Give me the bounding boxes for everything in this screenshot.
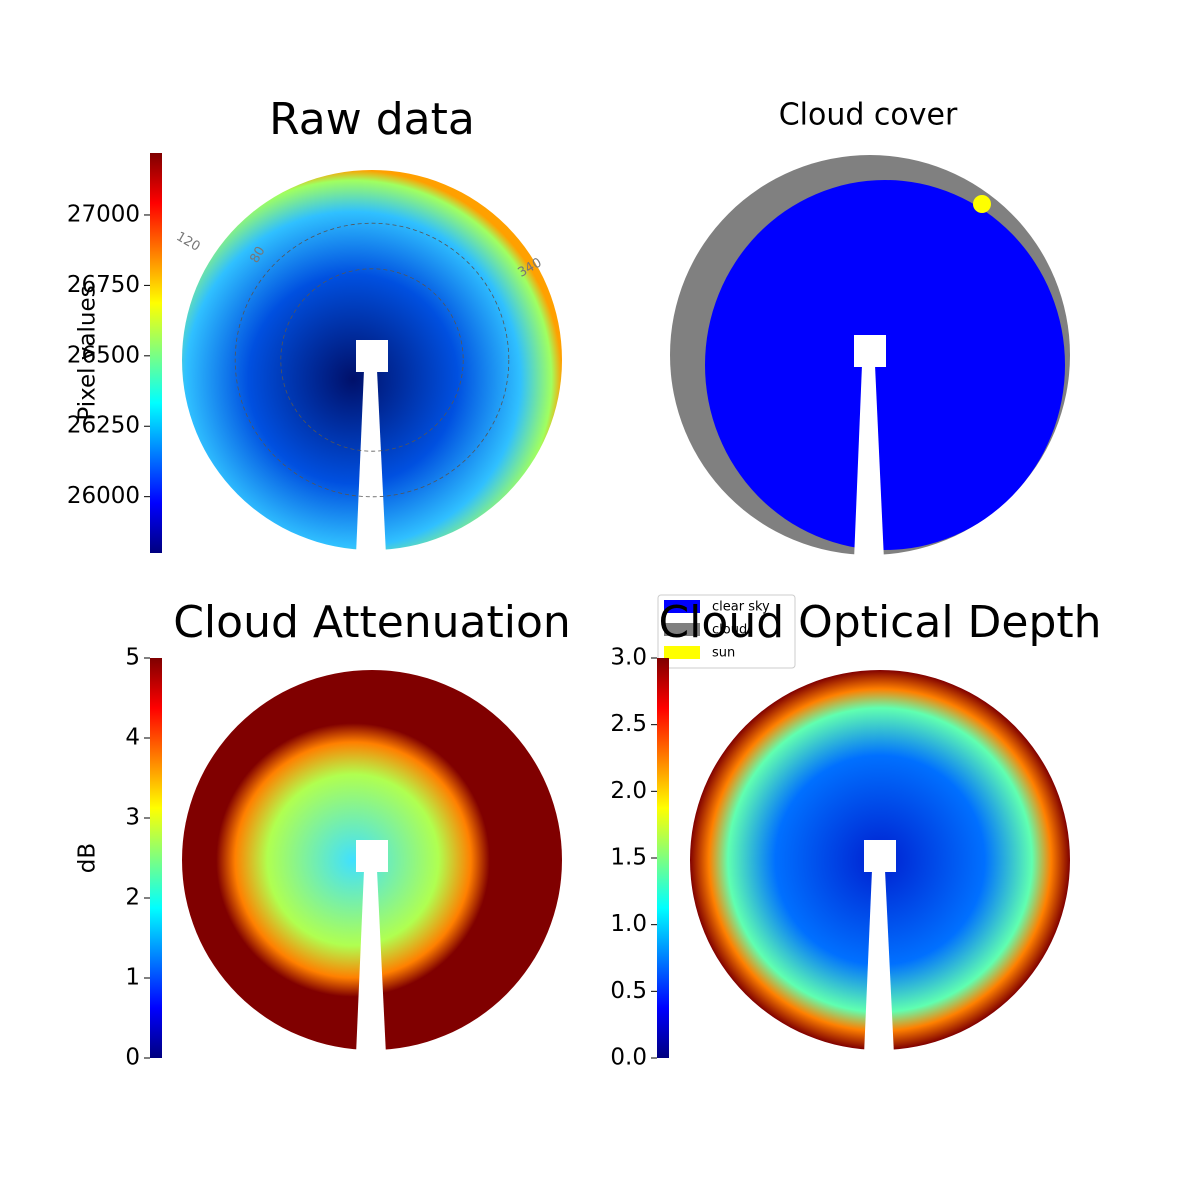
colorbar-tick-label: 0 bbox=[125, 1045, 140, 1071]
mast bbox=[864, 870, 894, 1055]
legend-label: cloud bbox=[712, 623, 747, 638]
polar-label: 80 bbox=[247, 244, 268, 266]
colorbar-tick-label: 2 bbox=[125, 885, 140, 911]
panel-title: Raw data bbox=[269, 94, 475, 145]
colorbar-tick-label: 4 bbox=[125, 725, 140, 751]
panel-title: Cloud Optical Depth bbox=[658, 597, 1101, 648]
colorbar-tick-label: 0.0 bbox=[610, 1045, 647, 1071]
colorbar bbox=[150, 658, 162, 1058]
panel-title: Cloud cover bbox=[779, 98, 958, 133]
sun-marker bbox=[973, 195, 991, 213]
colorbar-tick-label: 26250 bbox=[67, 413, 140, 439]
mast-head bbox=[356, 340, 388, 372]
colorbar-tick-label: 0.5 bbox=[610, 978, 647, 1004]
legend-swatch bbox=[664, 600, 700, 613]
panel-title: Cloud Attenuation bbox=[173, 597, 571, 648]
colorbar-tick-label: 26000 bbox=[67, 483, 140, 509]
mast-head bbox=[864, 840, 896, 872]
mast bbox=[356, 370, 386, 555]
legend-label: clear sky bbox=[712, 600, 770, 615]
colorbar-label: dB bbox=[75, 843, 101, 873]
colorbar-tick-label: 26500 bbox=[67, 342, 140, 368]
colorbar-tick-label: 1 bbox=[125, 965, 140, 991]
polar-grid bbox=[280, 268, 464, 452]
colorbar-tick-label: 3 bbox=[125, 805, 140, 831]
colorbar-tick-label: 5 bbox=[125, 645, 140, 671]
mast bbox=[854, 365, 884, 560]
colorbar-tick-label: 3.0 bbox=[610, 645, 647, 671]
colorbar bbox=[150, 153, 162, 553]
legend: clear sky cloud sun bbox=[657, 594, 796, 669]
legend-swatch bbox=[664, 646, 700, 659]
colorbar-tick-label: 1.0 bbox=[610, 911, 647, 937]
polar-grid bbox=[234, 222, 510, 498]
mast-head bbox=[854, 335, 886, 367]
polar-label: 120 bbox=[173, 229, 202, 254]
legend-label: sun bbox=[712, 646, 735, 661]
colorbar-tick-label: 1.5 bbox=[610, 845, 647, 871]
mast bbox=[356, 870, 386, 1055]
colorbar-tick-label: 26750 bbox=[67, 272, 140, 298]
colorbar-label: Pixel values bbox=[75, 285, 101, 420]
colorbar-tick-label: 2.0 bbox=[610, 778, 647, 804]
colorbar bbox=[657, 658, 669, 1058]
mast-head bbox=[356, 840, 388, 872]
colorbar-tick-label: 2.5 bbox=[610, 711, 647, 737]
legend-swatch bbox=[664, 623, 700, 636]
colorbar-tick-label: 27000 bbox=[67, 201, 140, 227]
